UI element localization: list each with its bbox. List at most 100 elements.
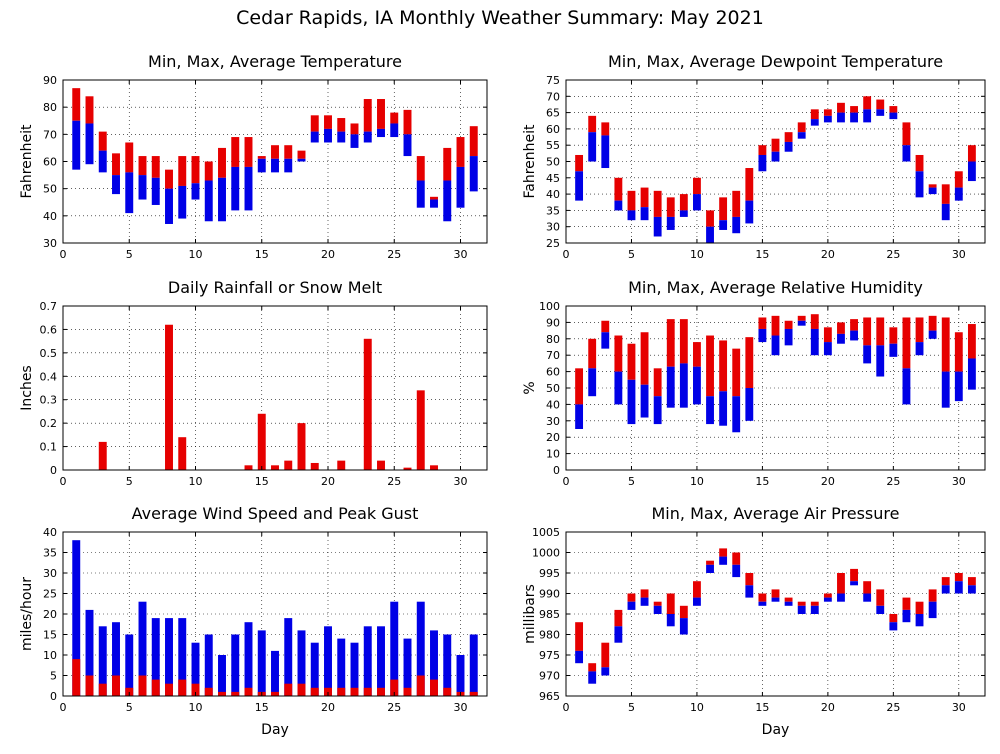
rain-bar [430, 465, 438, 470]
bar-lower-segment [915, 342, 924, 356]
bar-lower-segment [165, 188, 173, 224]
wind-average-bar [297, 683, 306, 696]
y-tick-label: 5 [50, 670, 57, 683]
y-tick-label: 35 [546, 204, 560, 217]
gust-bar [72, 540, 81, 696]
bar-lower-segment [679, 363, 688, 408]
bar-upper-segment [601, 122, 610, 136]
bar-lower-segment [204, 180, 213, 222]
bar-lower-segment [310, 131, 319, 143]
y-axis-label: Fahrenheit [522, 124, 538, 199]
bar-lower-segment [850, 330, 858, 341]
bar-lower-segment [719, 556, 728, 565]
bar-upper-segment [706, 335, 714, 397]
bar-upper-segment [337, 118, 346, 132]
gust-bar [178, 618, 187, 696]
bar-lower-segment [575, 404, 584, 429]
bar-lower-segment [456, 166, 465, 208]
bar-upper-segment [151, 156, 160, 178]
bar-lower-segment [745, 388, 754, 421]
bar-upper-segment [967, 324, 976, 359]
bar-upper-segment [310, 115, 319, 132]
bar-upper-segment [889, 614, 898, 623]
x-tick-label: 30 [952, 475, 966, 488]
gust-bar [257, 630, 266, 696]
bar-lower-segment [850, 112, 858, 123]
bar-upper-segment [666, 593, 675, 614]
bar-upper-segment [244, 137, 253, 167]
bar-lower-segment [941, 203, 950, 221]
x-tick-label: 10 [189, 248, 203, 261]
bar-upper-segment [693, 342, 701, 367]
bar-lower-segment [350, 134, 359, 148]
bar-upper-segment [403, 109, 412, 135]
y-tick-label: 995 [539, 567, 560, 580]
x-tick-label: 0 [563, 701, 570, 714]
bar-lower-segment [151, 177, 160, 205]
bar-upper-segment [915, 317, 924, 343]
bar-lower-segment [614, 371, 623, 405]
bar-upper-segment [745, 337, 754, 388]
bar-upper-segment [653, 190, 662, 217]
bar-lower-segment [575, 650, 584, 664]
y-tick-label: 30 [546, 415, 560, 428]
rain-bar [416, 390, 425, 470]
bar-lower-segment [784, 601, 793, 606]
y-tick-label: 40 [43, 526, 57, 539]
wind-average-bar [72, 659, 81, 696]
bar-lower-segment [443, 180, 452, 222]
y-tick-label: 90 [546, 316, 560, 329]
x-tick-label: 0 [60, 701, 67, 714]
x-tick-label: 20 [821, 701, 835, 714]
bar-lower-segment [797, 605, 806, 614]
panel-wind: 0 5 10 15 20 25 30 35 40 0 5 10 15 20 25 30 Average Wind… [19, 504, 488, 738]
bar-upper-segment [941, 184, 950, 204]
bar-upper-segment [72, 88, 81, 121]
wind-average-bar [98, 683, 107, 696]
bar-lower-segment [693, 366, 701, 405]
bar-lower-segment [758, 601, 767, 606]
bar-upper-segment [850, 106, 858, 113]
x-tick-label: 25 [387, 475, 401, 488]
bar-upper-segment [928, 184, 937, 188]
y-tick-label: 15 [43, 629, 57, 642]
bar-upper-segment [797, 601, 806, 606]
bar-upper-segment [810, 314, 819, 329]
bar-upper-segment [297, 150, 306, 159]
wind-average-bar [271, 691, 279, 696]
wind-average-bar [244, 687, 253, 696]
bar-lower-segment [297, 158, 306, 162]
bar-upper-segment [967, 145, 976, 162]
x-tick-label: 5 [628, 701, 635, 714]
bar-upper-segment [416, 156, 425, 181]
x-tick-label: 5 [126, 248, 133, 261]
x-tick-label: 10 [690, 475, 704, 488]
gust-bar [416, 601, 425, 696]
bar-lower-segment [928, 187, 937, 195]
bar-upper-segment [771, 138, 780, 152]
bar-upper-segment [614, 177, 623, 201]
bar-upper-segment [941, 577, 950, 586]
bar-lower-segment [614, 200, 623, 211]
bar-lower-segment [403, 134, 412, 157]
rain-bar [297, 423, 306, 470]
x-tick-label: 20 [321, 248, 335, 261]
x-tick-label: 30 [952, 701, 966, 714]
y-tick-label: 0.1 [40, 441, 58, 454]
bar-upper-segment [614, 335, 623, 372]
bar-upper-segment [771, 315, 780, 336]
bar-lower-segment [640, 597, 649, 606]
bar-upper-segment [915, 601, 924, 614]
bar-upper-segment [653, 368, 662, 397]
x-tick-label: 20 [821, 248, 835, 261]
bar-upper-segment [575, 154, 584, 172]
y-tick-label: 60 [546, 366, 560, 379]
y-tick-label: 10 [43, 649, 57, 662]
y-tick-label: 70 [546, 349, 560, 362]
rain-bar [178, 437, 187, 470]
bar-lower-segment [954, 187, 963, 201]
gust-bar [112, 622, 120, 696]
bar-upper-segment [889, 327, 898, 344]
